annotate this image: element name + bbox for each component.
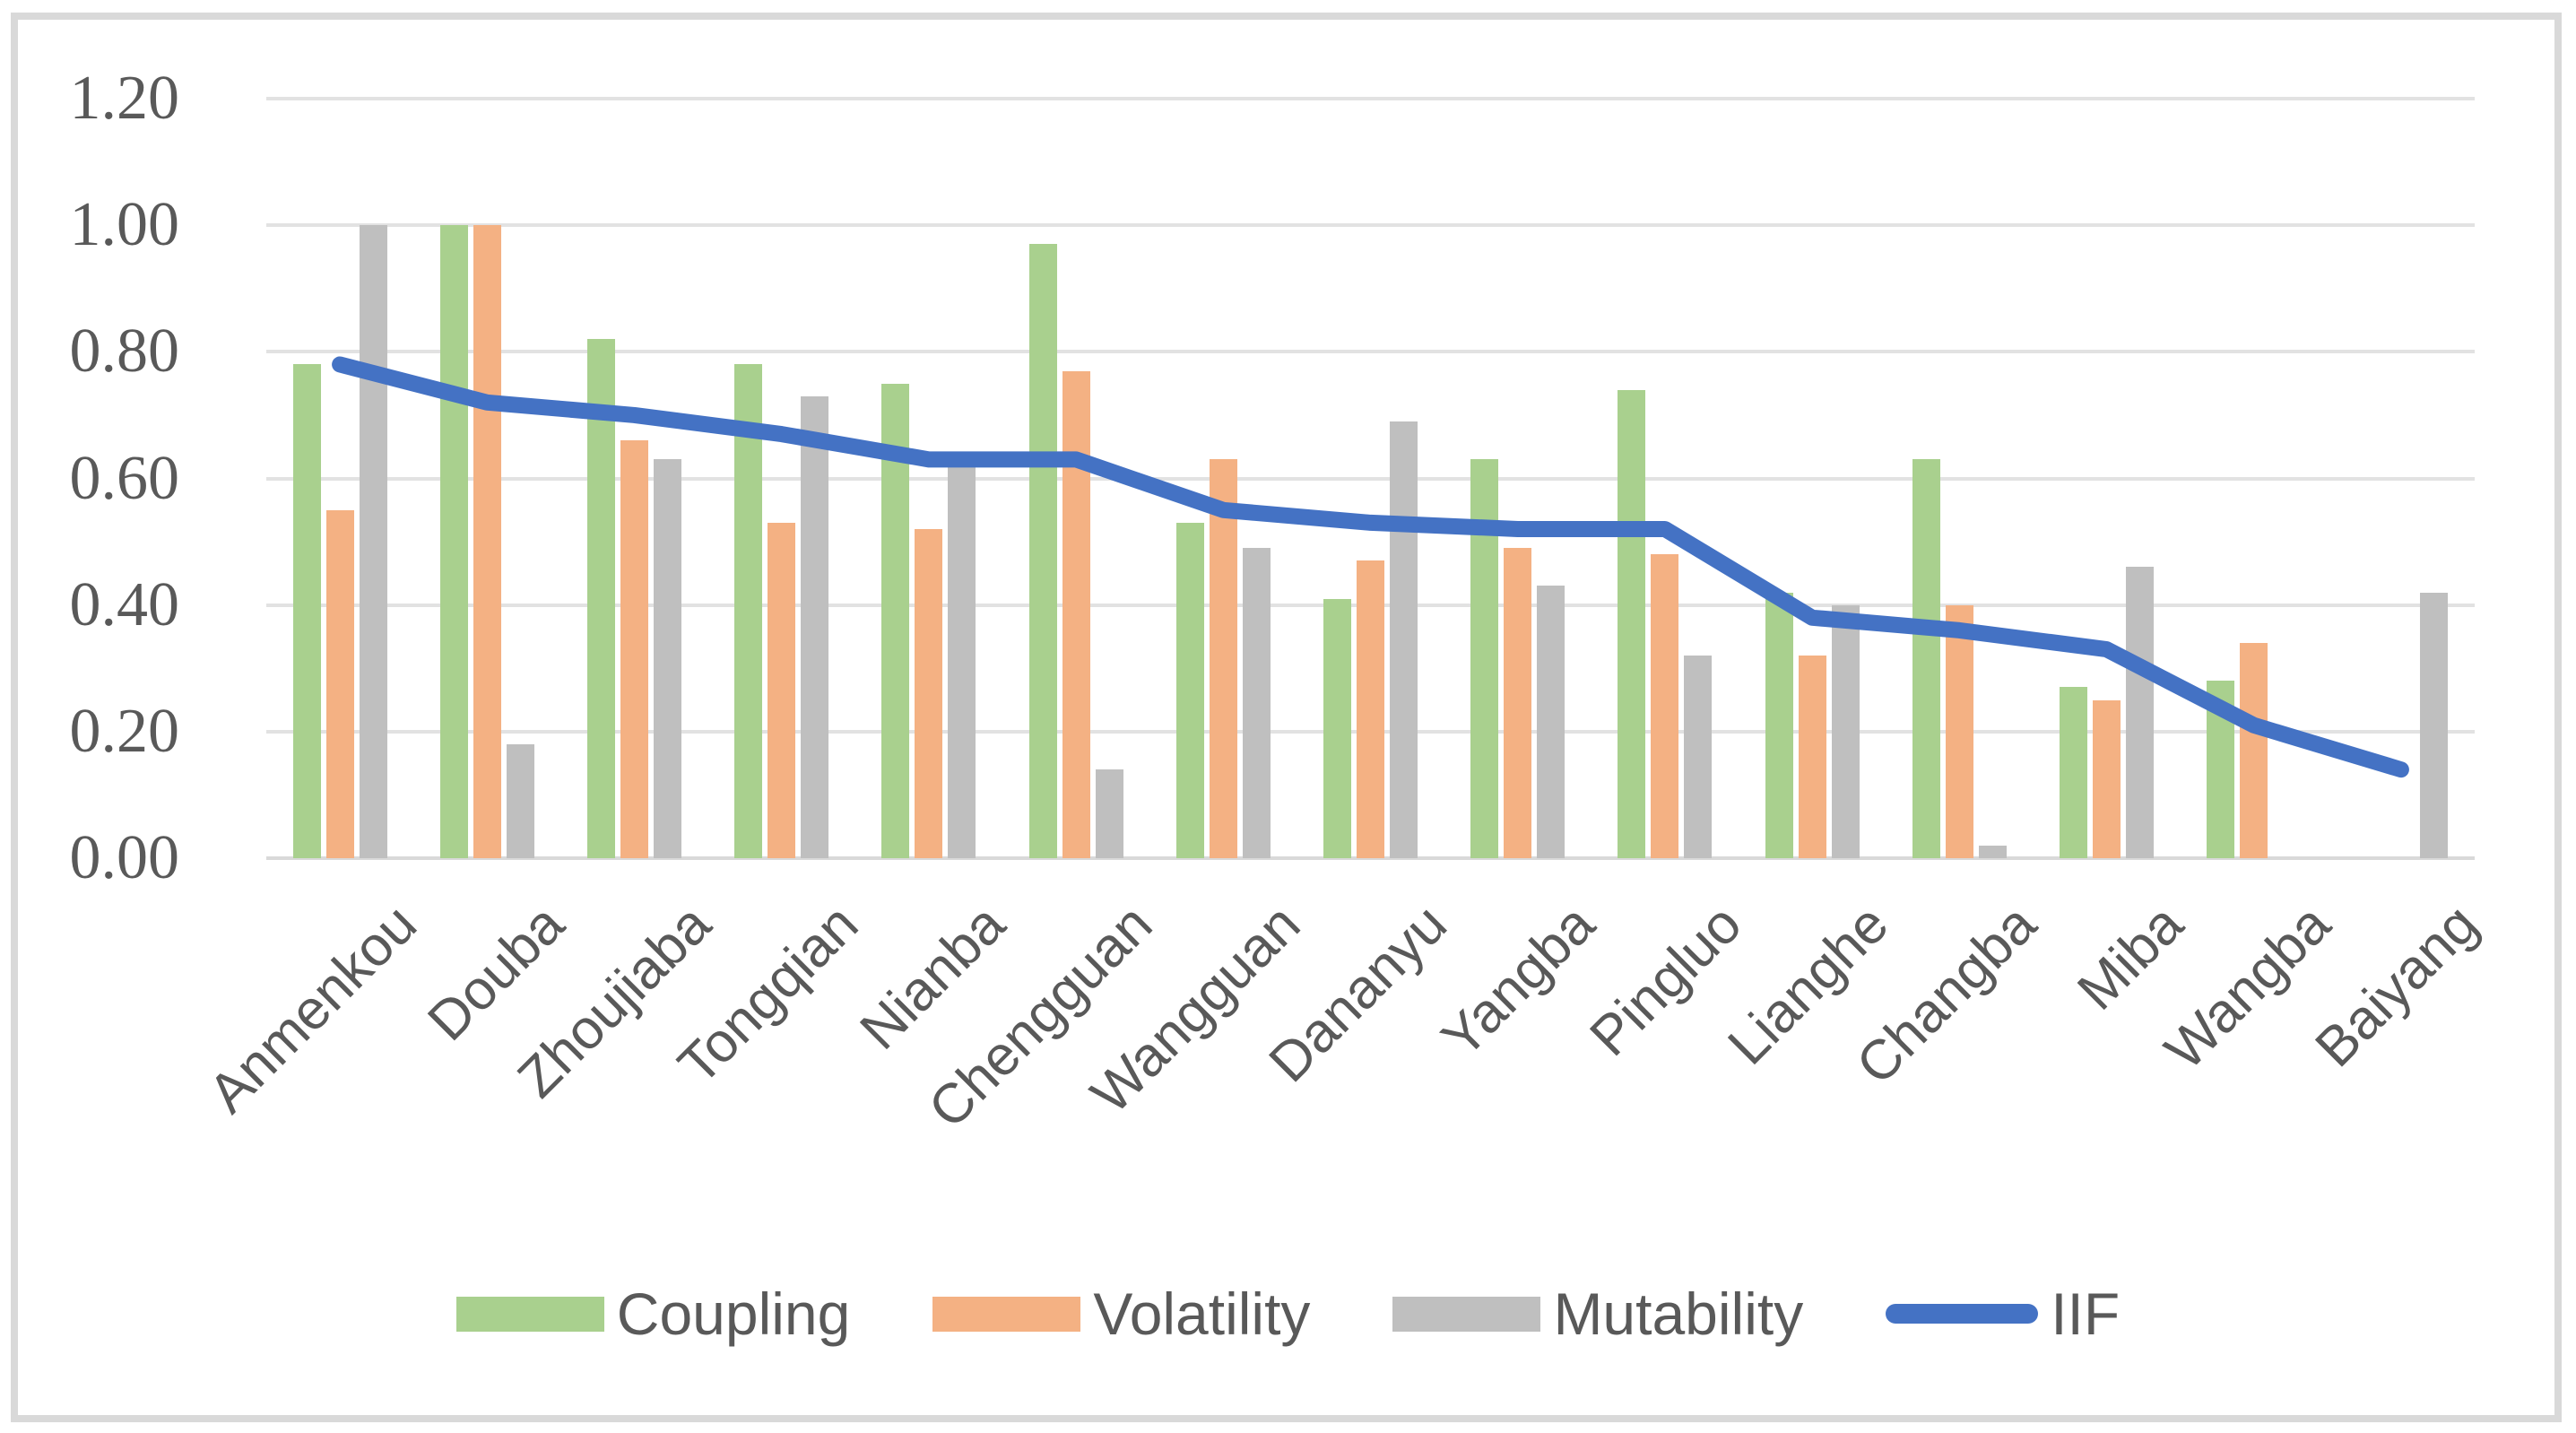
- y-tick-label: 1.00: [69, 190, 180, 260]
- bar-mutability-chengguan: [1095, 769, 1123, 858]
- bar-coupling-wangguan: [1175, 522, 1204, 858]
- bar-coupling-chengguan: [1028, 244, 1057, 858]
- bar-mutability-pingluo: [1684, 656, 1713, 858]
- bar-volatility-changba: [1945, 604, 1973, 858]
- legend-item-mutability: Mutability: [1392, 1282, 1803, 1345]
- bar-coupling-zhoujiaba: [587, 339, 615, 858]
- legend-swatch-icon: [1392, 1296, 1541, 1332]
- bar-volatility-miba: [2093, 699, 2121, 858]
- legend-label: Mutability: [1553, 1281, 1804, 1347]
- bar-volatility-nianba: [915, 528, 943, 858]
- legend-item-coupling: Coupling: [455, 1281, 851, 1347]
- bar-volatility-anmenkou: [325, 509, 354, 858]
- bar-volatility-zhoujiaba: [620, 440, 648, 858]
- bar-volatility-pingluo: [1651, 554, 1679, 858]
- legend-label: Coupling: [616, 1281, 851, 1347]
- bar-coupling-anmenkou: [292, 364, 321, 858]
- legend-line-icon: [1886, 1304, 2039, 1324]
- bar-mutability-zhoujiaba: [654, 459, 681, 858]
- y-tick-label: 0.80: [69, 317, 180, 386]
- bar-coupling-changba: [1912, 459, 1940, 858]
- bar-coupling-pingluo: [1618, 389, 1646, 858]
- gridline-0.00: [266, 856, 2475, 860]
- bar-coupling-lianghe: [1765, 592, 1793, 858]
- bar-mutability-baiyang: [2420, 592, 2449, 858]
- y-tick-label: 1.20: [69, 64, 180, 133]
- chart-legend: Coupling Volatility Mutability IIF: [0, 1273, 2576, 1354]
- legend-swatch-icon: [932, 1296, 1081, 1332]
- bar-mutability-nianba: [948, 465, 976, 858]
- y-tick-label: 0.20: [69, 696, 180, 766]
- iif-line: [332, 356, 2409, 778]
- y-tick-label: 0.40: [69, 569, 180, 639]
- gridline-1.20: [266, 97, 2475, 100]
- bar-mutability-dananyu: [1390, 421, 1418, 858]
- bar-volatility-tongqian: [768, 522, 796, 858]
- legend-label: Volatility: [1093, 1281, 1311, 1347]
- bar-mutability-lianghe: [1831, 604, 1860, 858]
- legend-label: IIF: [2051, 1281, 2121, 1347]
- bar-mutability-changba: [1978, 845, 2007, 858]
- gridline-0.60: [266, 476, 2475, 481]
- bar-volatility-yangba: [1504, 548, 1532, 858]
- bar-mutability-yangba: [1537, 586, 1566, 858]
- bar-mutability-anmenkou: [359, 225, 387, 858]
- bar-coupling-dananyu: [1323, 598, 1351, 858]
- legend-item-volatility: Volatility: [932, 1282, 1310, 1345]
- bar-coupling-tongqian: [734, 364, 763, 858]
- gridline-1.00: [266, 223, 2475, 228]
- bar-mutability-wangguan: [1242, 548, 1271, 858]
- bar-volatility-lianghe: [1798, 656, 1826, 858]
- bar-volatility-wangba: [2240, 643, 2268, 858]
- legend-swatch-icon: [455, 1296, 604, 1332]
- bar-coupling-miba: [2060, 687, 2087, 858]
- bar-volatility-wangguan: [1209, 459, 1237, 858]
- bar-volatility-dananyu: [1357, 560, 1384, 858]
- bar-mutability-tongqian: [801, 395, 829, 858]
- bar-mutability-miba: [2126, 567, 2154, 858]
- y-tick-label: 0.60: [69, 443, 180, 513]
- gridline-0.80: [266, 350, 2475, 354]
- bar-mutability-douba: [506, 743, 534, 858]
- bar-volatility-douba: [473, 225, 501, 858]
- bar-coupling-douba: [439, 225, 468, 858]
- y-tick-label: 0.00: [69, 823, 180, 892]
- legend-item-iif: IIF: [1886, 1282, 2120, 1345]
